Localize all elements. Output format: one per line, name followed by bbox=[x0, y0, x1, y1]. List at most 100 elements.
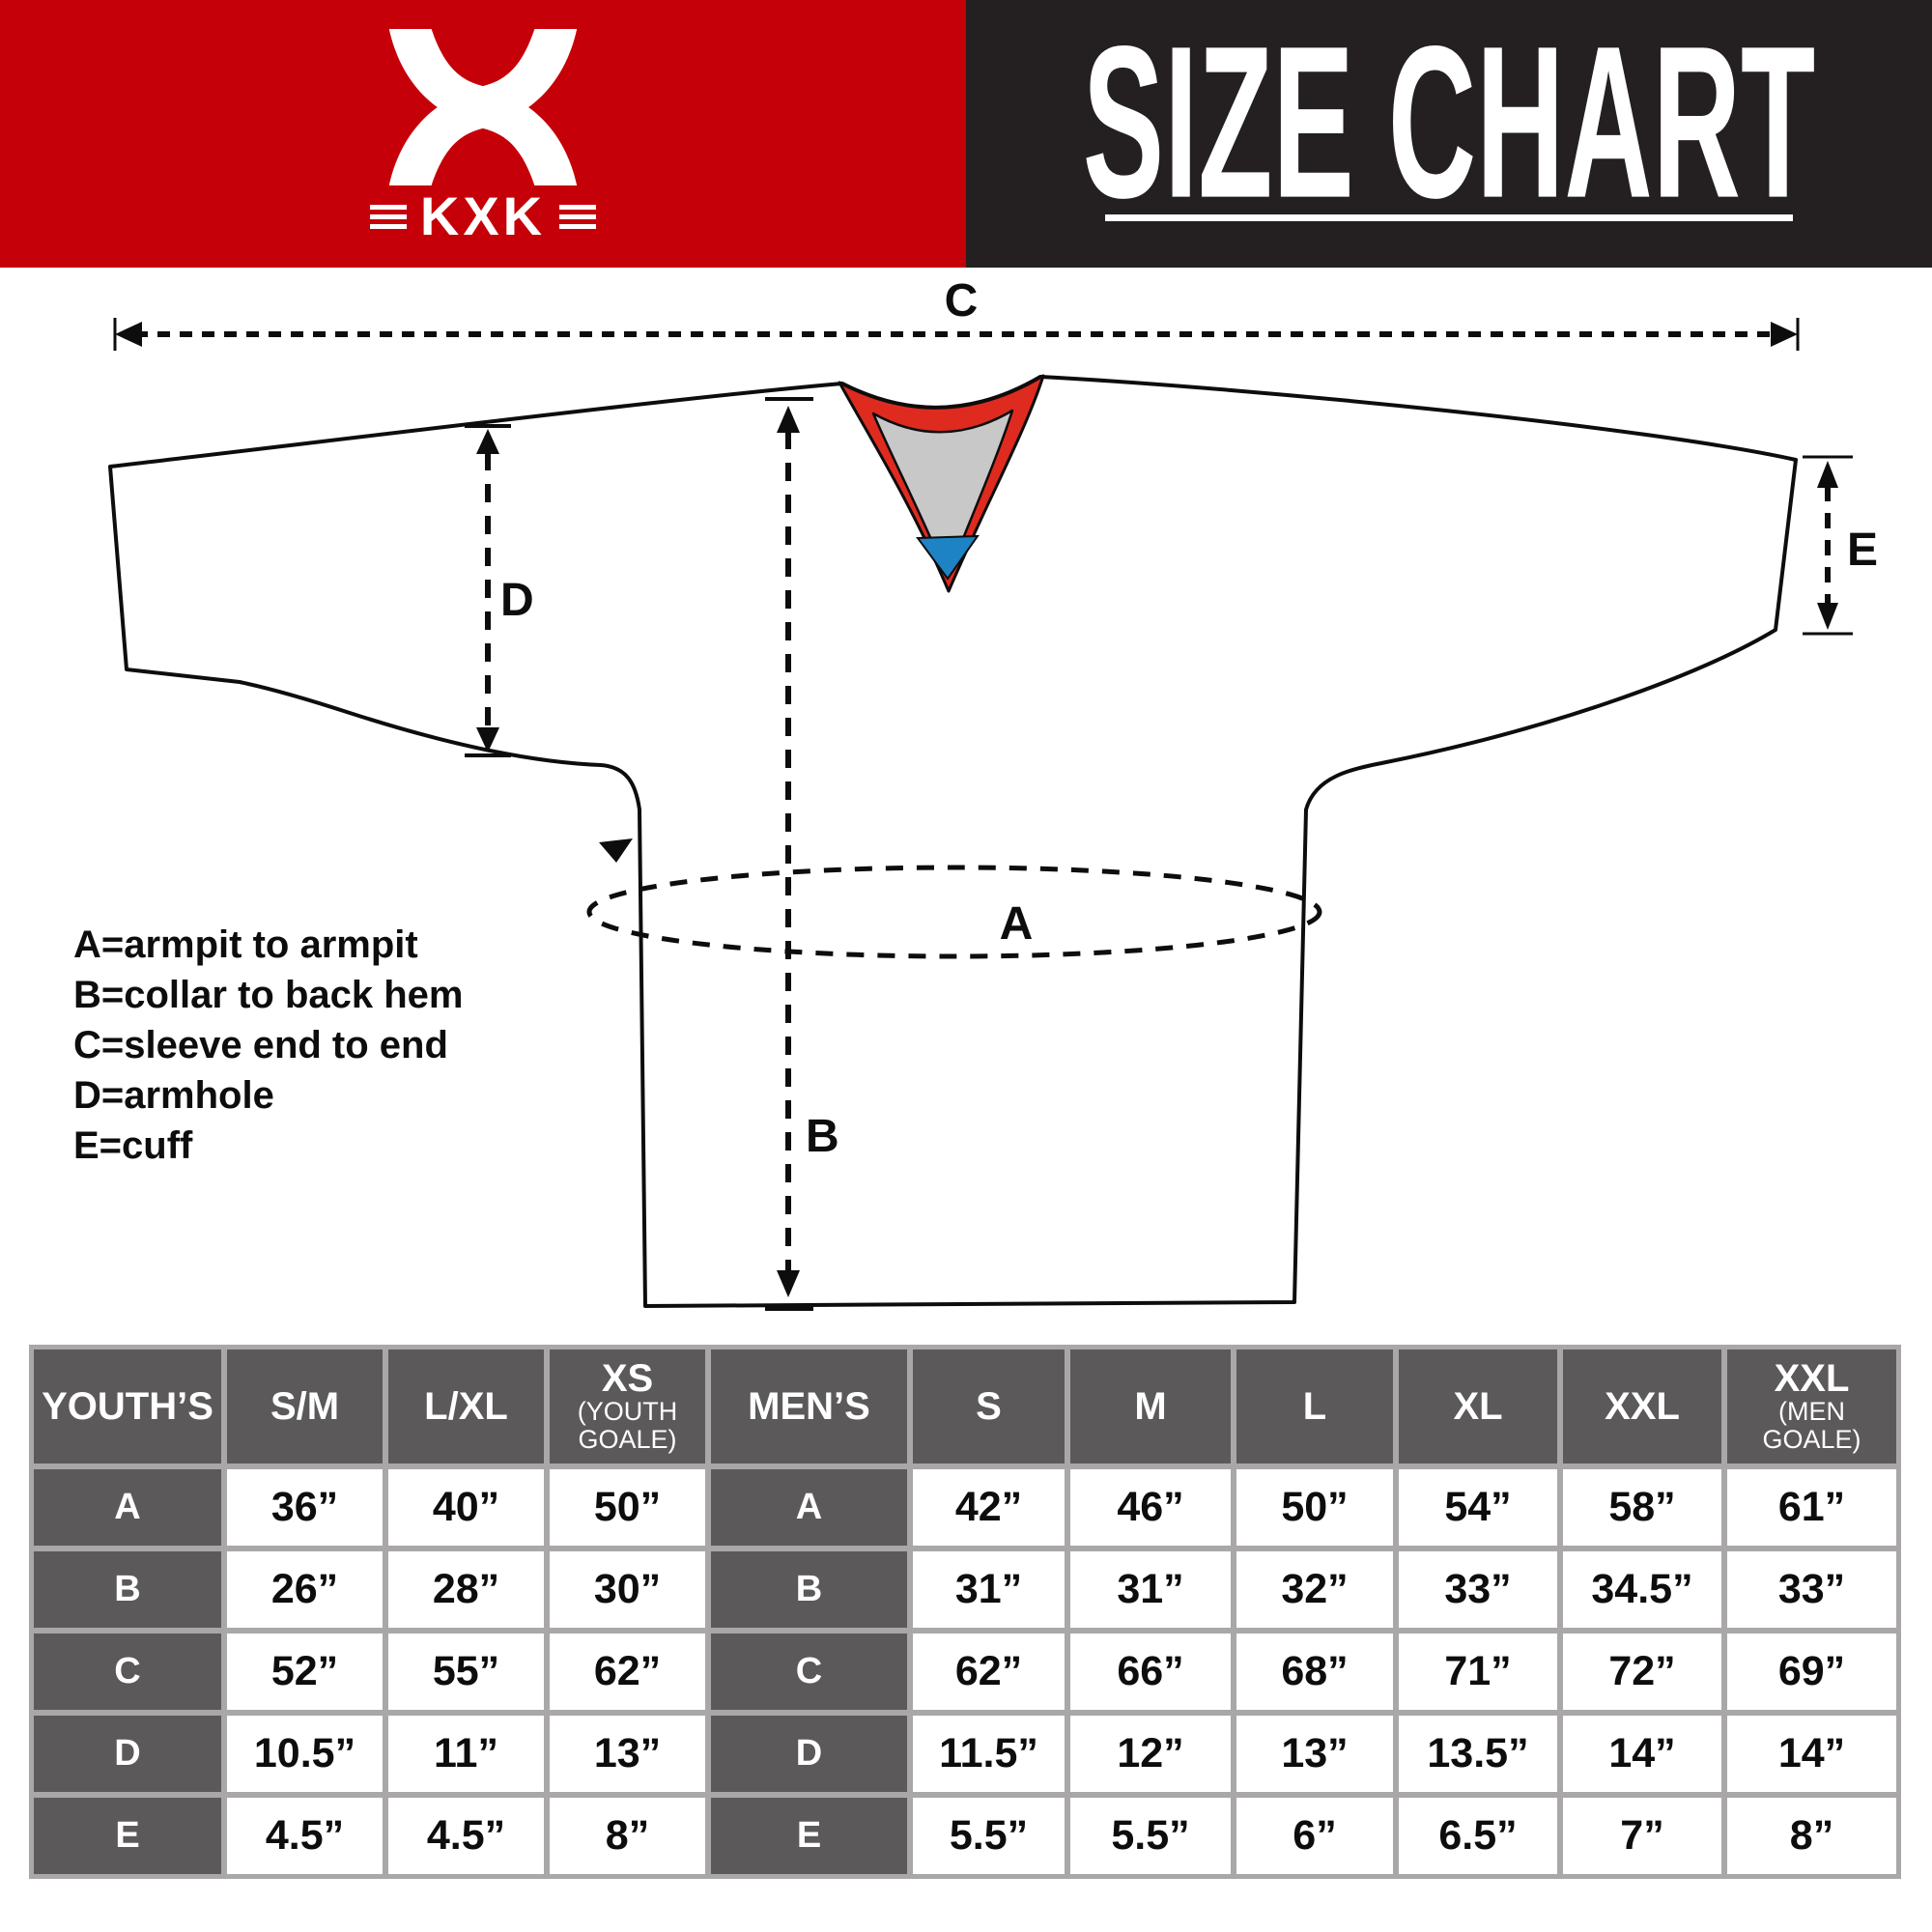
size-value: 26” bbox=[227, 1551, 383, 1628]
size-value: 46” bbox=[1070, 1469, 1231, 1546]
size-value: 13.5” bbox=[1399, 1716, 1557, 1792]
brand-logo: KXK bbox=[369, 29, 597, 246]
measure-label-d: D bbox=[500, 575, 534, 626]
measure-label-b: B bbox=[806, 1111, 839, 1162]
size-value: 4.5” bbox=[388, 1798, 544, 1874]
collar-blue-insert bbox=[916, 534, 980, 581]
page-title: SIZE CHART bbox=[1082, 2, 1816, 243]
measure-arrow-b bbox=[765, 397, 813, 1311]
row-label: E bbox=[711, 1798, 907, 1874]
logo-text: KXK bbox=[419, 185, 547, 246]
row-label: D bbox=[711, 1716, 907, 1792]
size-value: 31” bbox=[913, 1551, 1065, 1628]
size-value: 12” bbox=[1070, 1716, 1231, 1792]
size-value: 68” bbox=[1236, 1634, 1393, 1710]
size-value: 5.5” bbox=[913, 1798, 1065, 1874]
row-label: C bbox=[711, 1634, 907, 1710]
row-label: B bbox=[711, 1551, 907, 1628]
size-column-header: XS (YOUTH GOALE) bbox=[550, 1350, 705, 1463]
logo-bars-right-icon bbox=[559, 213, 597, 219]
legend-line: D=armhole bbox=[73, 1074, 274, 1117]
size-value: 10.5” bbox=[227, 1716, 383, 1792]
size-value: 7” bbox=[1563, 1798, 1721, 1874]
size-column-header: XXL bbox=[1563, 1350, 1721, 1463]
size-value: 50” bbox=[550, 1469, 705, 1546]
title-underline bbox=[1105, 214, 1793, 221]
kxk-logo-icon bbox=[388, 29, 578, 185]
jersey-outline bbox=[108, 375, 1798, 1308]
size-column-header: S/M bbox=[227, 1350, 383, 1463]
size-value: 50” bbox=[1236, 1469, 1393, 1546]
row-label: A bbox=[711, 1469, 907, 1546]
size-value: 6.5” bbox=[1399, 1798, 1557, 1874]
size-value: 31” bbox=[1070, 1551, 1231, 1628]
row-label: C bbox=[34, 1634, 221, 1710]
measure-arrow-d bbox=[465, 424, 511, 757]
legend-line: E=cuff bbox=[73, 1124, 193, 1167]
group-header: MEN’S bbox=[711, 1350, 907, 1463]
row-label: E bbox=[34, 1798, 221, 1874]
size-value: 33” bbox=[1399, 1551, 1557, 1628]
size-value: 14” bbox=[1727, 1716, 1896, 1792]
size-column-header: S bbox=[913, 1350, 1065, 1463]
size-value: 32” bbox=[1236, 1551, 1393, 1628]
size-value: 69” bbox=[1727, 1634, 1896, 1710]
size-value: 11.5” bbox=[913, 1716, 1065, 1792]
size-value: 28” bbox=[388, 1551, 544, 1628]
size-value: 66” bbox=[1070, 1634, 1231, 1710]
size-table: YOUTH’S S/M L/XL XS (YOUTH GOALE) MEN’S S M L XL XX… bbox=[29, 1345, 1901, 1879]
size-value: 61” bbox=[1727, 1469, 1896, 1546]
row-label: D bbox=[34, 1716, 221, 1792]
size-value: 14” bbox=[1563, 1716, 1721, 1792]
size-value: 5.5” bbox=[1070, 1798, 1231, 1874]
size-value: 58” bbox=[1563, 1469, 1721, 1546]
size-value: 30” bbox=[550, 1551, 705, 1628]
top-banner: KXK SIZE CHART bbox=[0, 0, 1932, 268]
measure-label-a: A bbox=[1000, 898, 1034, 950]
size-column-header: XXL (MEN GOALE) bbox=[1727, 1350, 1896, 1463]
size-value: 54” bbox=[1399, 1469, 1557, 1546]
size-column-header: M bbox=[1070, 1350, 1231, 1463]
size-value: 11” bbox=[388, 1716, 544, 1792]
legend-line: B=collar to back hem bbox=[73, 974, 464, 1016]
measure-arrow-c bbox=[113, 318, 1800, 351]
brand-banner: KXK bbox=[0, 0, 966, 268]
size-value: 42” bbox=[913, 1469, 1065, 1546]
size-value: 36” bbox=[227, 1469, 383, 1546]
size-value: 13” bbox=[1236, 1716, 1393, 1792]
row-label: B bbox=[34, 1551, 221, 1628]
size-value: 55” bbox=[388, 1634, 544, 1710]
size-value: 34.5” bbox=[1563, 1551, 1721, 1628]
logo-text-row: KXK bbox=[369, 185, 597, 246]
jersey-measurement-diagram: C D B A bbox=[108, 275, 1878, 1311]
size-value: 6” bbox=[1236, 1798, 1393, 1874]
size-value: 8” bbox=[1727, 1798, 1896, 1874]
title-banner: SIZE CHART bbox=[966, 0, 1932, 268]
title-wrap: SIZE CHART bbox=[991, 14, 1907, 231]
size-value: 40” bbox=[388, 1469, 544, 1546]
measure-arrow-a bbox=[586, 838, 1322, 959]
size-value: 8” bbox=[550, 1798, 705, 1874]
logo-bars-left-icon bbox=[369, 213, 407, 219]
size-value: 4.5” bbox=[227, 1798, 383, 1874]
size-column-header: XL bbox=[1399, 1350, 1557, 1463]
size-value: 33” bbox=[1727, 1551, 1896, 1628]
size-value: 71” bbox=[1399, 1634, 1557, 1710]
size-value: 72” bbox=[1563, 1634, 1721, 1710]
row-label: A bbox=[34, 1469, 221, 1546]
collar-inner-panel bbox=[871, 409, 1014, 580]
group-header: YOUTH’S bbox=[34, 1350, 221, 1463]
size-column-header: L bbox=[1236, 1350, 1393, 1463]
measure-label-c: C bbox=[945, 275, 979, 327]
size-value: 52” bbox=[227, 1634, 383, 1710]
measure-label-e: E bbox=[1847, 525, 1878, 576]
legend-line: C=sleeve end to end bbox=[73, 1024, 448, 1066]
measure-arrow-e bbox=[1803, 455, 1853, 636]
size-value: 62” bbox=[550, 1634, 705, 1710]
measurement-legend: A=armpit to armpit B=collar to back hem C=… bbox=[73, 920, 463, 1171]
size-value: 13” bbox=[550, 1716, 705, 1792]
legend-line: A=armpit to armpit bbox=[73, 923, 418, 966]
size-value: 62” bbox=[913, 1634, 1065, 1710]
size-column-header: L/XL bbox=[388, 1350, 544, 1463]
